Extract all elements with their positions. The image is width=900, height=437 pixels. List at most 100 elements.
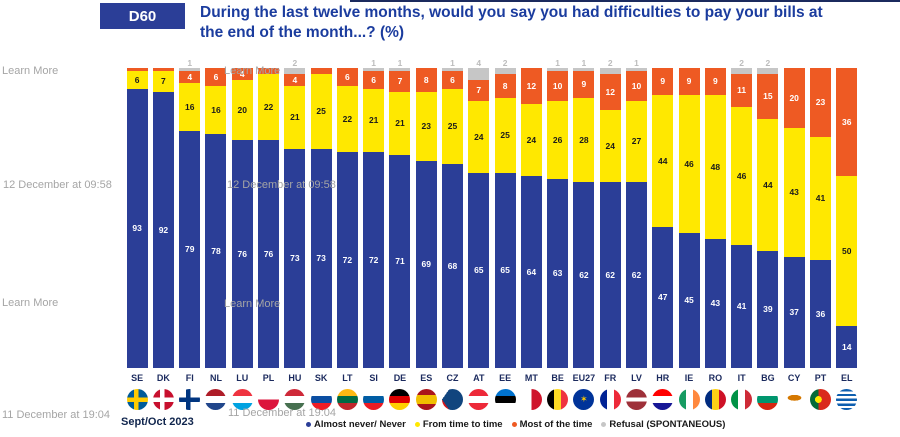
bar-column-ro[interactable]: 9 48 43 RO <box>702 58 728 410</box>
segment-value-label: 25 <box>316 106 326 117</box>
bar-column-el[interactable]: 36 50 14 EL <box>834 58 860 410</box>
stacked-bar-cz[interactable]: 6 25 68 <box>442 68 464 368</box>
stacked-bar-at[interactable]: 7 24 65 <box>468 68 490 368</box>
segment-value-label: 6 <box>134 74 140 85</box>
stacked-bar-de[interactable]: 7 21 71 <box>389 68 411 368</box>
country-label-at: AT <box>473 373 485 383</box>
stacked-bar-be[interactable]: 10 26 63 <box>547 68 569 368</box>
bar-column-lt[interactable]: 6 22 72 LT <box>334 58 360 410</box>
stacked-bar-lt[interactable]: 6 22 72 <box>336 68 358 368</box>
stacked-bar-it[interactable]: 11 46 41 <box>731 68 753 368</box>
segment-orange: 6 <box>205 68 227 86</box>
segment-yellow: 46 <box>731 107 753 245</box>
learn-more-link-top-chart[interactable]: Learn More <box>224 65 281 77</box>
segment-orange <box>258 68 280 74</box>
stacked-bar-nl[interactable]: 6 16 78 <box>205 68 227 368</box>
bar-column-bg[interactable]: 2 15 44 39 BG <box>755 58 781 410</box>
stacked-bar-el[interactable]: 36 50 14 <box>836 68 858 368</box>
segment-yellow: 28 <box>573 98 595 182</box>
stacked-bar-dk[interactable]: 7 92 <box>152 68 174 368</box>
bar-column-dk[interactable]: 7 92 DK <box>150 58 176 410</box>
stacked-bar-hr[interactable]: 9 44 47 <box>652 68 674 368</box>
country-label-dk: DK <box>156 373 170 383</box>
segment-yellow: 26 <box>547 101 569 179</box>
stacked-bar-bg[interactable]: 15 44 39 <box>757 68 779 368</box>
flag-icon-fi <box>179 389 201 410</box>
flag-icon-bg <box>757 389 779 410</box>
learn-more-link-top-left[interactable]: Learn More <box>2 65 59 77</box>
stacked-bar-ie[interactable]: 9 46 45 <box>678 68 700 368</box>
flag-icon-dk <box>152 389 174 410</box>
bar-column-eu27[interactable]: 1 9 28 62 EU27 ✶ <box>571 58 597 410</box>
bar-column-se[interactable]: 6 93 SE <box>124 58 150 410</box>
stacked-bar-pl[interactable]: 22 76 <box>258 68 280 368</box>
bar-column-si[interactable]: 1 6 21 72 SI <box>361 58 387 410</box>
segment-yellow: 46 <box>678 95 700 233</box>
segment-value-label: 24 <box>526 134 537 145</box>
segment-gray <box>468 68 490 80</box>
segment-blue: 73 <box>310 149 332 368</box>
bar-column-cy[interactable]: 20 43 37 CY <box>781 58 807 410</box>
stacked-bar-pt[interactable]: 23 41 36 <box>809 68 831 368</box>
segment-gray <box>284 68 306 74</box>
stacked-bar-lv[interactable]: 10 27 62 <box>625 68 647 368</box>
stacked-bar-es[interactable]: 8 23 69 <box>415 68 437 368</box>
bar-column-pt[interactable]: 23 41 36 PT <box>807 58 833 410</box>
bar-column-hu[interactable]: 2 4 21 73 HU <box>282 58 308 410</box>
country-label-ee: EE <box>499 373 512 383</box>
timestamp-chart-evening: 11 December at 19:04 <box>228 407 337 419</box>
segment-gray <box>599 68 621 74</box>
segment-value-label: 72 <box>368 254 379 265</box>
stacked-bar-sk[interactable]: 25 73 <box>310 68 332 368</box>
segment-value-label: 69 <box>421 259 431 270</box>
segment-value-label: 23 <box>815 97 826 108</box>
bar-column-nl[interactable]: 6 16 78 NL <box>203 58 229 410</box>
bar-column-it[interactable]: 2 11 46 41 IT <box>728 58 754 410</box>
segment-value-label: 37 <box>789 307 799 318</box>
stacked-bar-si[interactable]: 6 21 72 <box>363 68 385 368</box>
learn-more-link-bottom-chart[interactable]: Learn More <box>224 298 281 310</box>
stacked-bar-hu[interactable]: 4 21 73 <box>284 68 306 368</box>
stacked-bar-lu[interactable]: 4 20 76 <box>231 68 253 368</box>
bar-column-lv[interactable]: 1 10 27 62 LV <box>623 58 649 410</box>
stacked-bar-mt[interactable]: 12 24 64 <box>520 68 542 368</box>
segment-value-label: 26 <box>552 134 563 145</box>
bar-column-lu[interactable]: 4 20 76 LU <box>229 58 255 410</box>
stacked-bar-ee[interactable]: 8 25 65 <box>494 68 516 368</box>
bar-column-de[interactable]: 1 7 21 71 DE <box>387 58 413 410</box>
segment-value-label: 64 <box>526 266 537 277</box>
stacked-bar-cy[interactable]: 20 43 37 <box>783 68 805 368</box>
segment-orange <box>126 68 148 71</box>
segment-gray <box>573 68 595 71</box>
bar-column-at[interactable]: 4 7 24 65 AT <box>466 58 492 410</box>
stacked-bar-ro[interactable]: 9 48 43 <box>704 68 726 368</box>
segment-value-label: 25 <box>447 121 458 132</box>
stacked-bar-fr[interactable]: 12 24 62 <box>599 68 621 368</box>
segment-value-label: 21 <box>368 115 379 126</box>
stacked-bar-se[interactable]: 6 93 <box>126 68 148 368</box>
bar-column-es[interactable]: 8 23 69 ES <box>413 58 439 410</box>
segment-value-label: 68 <box>447 260 458 271</box>
bar-column-cz[interactable]: 1 6 25 68 CZ <box>439 58 465 410</box>
bar-column-be[interactable]: 1 10 26 63 BE <box>545 58 571 410</box>
segment-gray <box>757 68 779 74</box>
bar-column-fi[interactable]: 1 4 16 79 FI <box>177 58 203 410</box>
bar-column-ie[interactable]: 9 46 45 IE <box>676 58 702 410</box>
learn-more-link-bottom-left[interactable]: Learn More <box>2 297 59 309</box>
legend-item-label: Most of the time <box>519 419 593 430</box>
bar-column-pl[interactable]: 22 76 PL <box>255 58 281 410</box>
stacked-bar-eu27[interactable]: 9 28 62 <box>573 68 595 368</box>
country-label-cy: CY <box>787 373 801 383</box>
bar-column-ee[interactable]: 2 8 25 65 EE <box>492 58 518 410</box>
segment-value-label: 45 <box>684 295 694 306</box>
bar-column-hr[interactable]: 9 44 47 HR <box>650 58 676 410</box>
segment-blue: 69 <box>415 161 437 368</box>
bar-column-sk[interactable]: 25 73 SK <box>308 58 334 410</box>
flag-icon-mt <box>520 389 542 410</box>
bar-column-mt[interactable]: 12 24 64 MT <box>518 58 544 410</box>
bar-column-fr[interactable]: 2 12 24 62 FR <box>597 58 623 410</box>
stacked-bar-fi[interactable]: 4 16 79 <box>179 68 201 368</box>
flag-icon-lv <box>625 389 647 410</box>
flag-icon-it <box>731 389 753 410</box>
flag-icon-fr <box>599 389 621 410</box>
